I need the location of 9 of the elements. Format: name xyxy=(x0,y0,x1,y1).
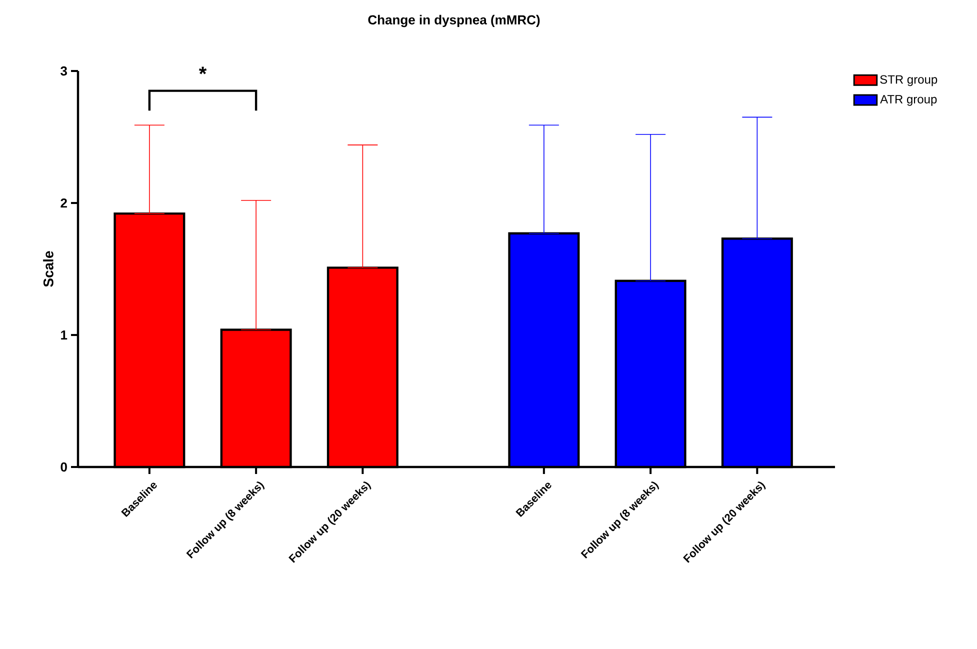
y-tick-label: 3 xyxy=(60,66,67,76)
y-tick-label: 1 xyxy=(61,330,68,340)
legend-label: STR group xyxy=(880,75,938,86)
legend-label: ATR group xyxy=(880,95,937,106)
annotation: * xyxy=(198,66,207,74)
chart-title: Change in dyspnea (mMRC) xyxy=(368,14,540,28)
y-axis-title: Scale xyxy=(43,251,54,287)
y-tick-label: 0 xyxy=(60,462,67,472)
y-tick-label: 2 xyxy=(60,198,67,208)
